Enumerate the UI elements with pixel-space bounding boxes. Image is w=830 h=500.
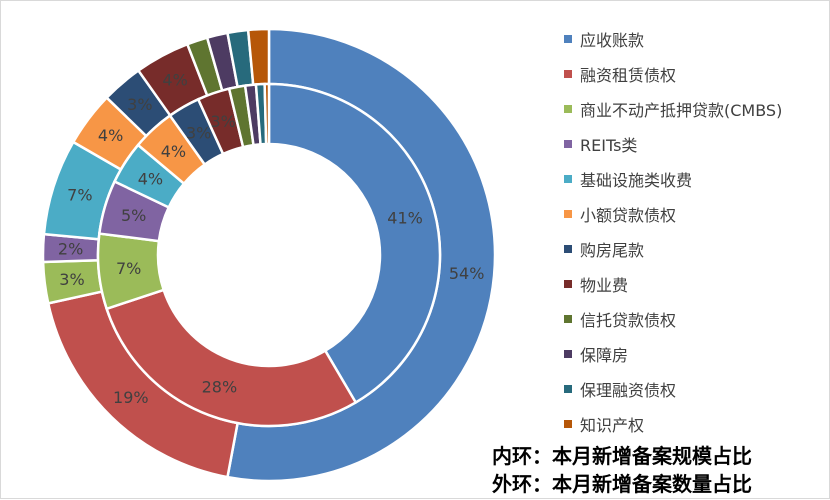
legend-item: 基础设施类收费 [564,161,782,196]
legend: 应收账款 融资租赁债权 商业不动产抵押贷款(CMBS) REITs类 基础设施类… [564,21,782,441]
legend-label: 保障房 [580,345,629,365]
outer-ring-data-label: 7% [67,185,92,204]
legend-item: 小额贷款债权 [564,196,782,231]
ring-notes: 内环：本月新增备案规模占比 外环：本月新增备案数量占比 [492,442,752,498]
inner-ring-data-label: 7% [116,259,141,278]
legend-label: 信托贷款债权 [580,310,677,330]
legend-label: 融资租赁债权 [580,65,677,85]
outer-ring-data-label: 54% [449,264,485,283]
outer-ring-data-label: 19% [113,388,149,407]
legend-label: 购房尾款 [580,240,645,260]
inner-ring-data-label: 4% [138,169,163,188]
legend-swatch [564,69,572,78]
inner-ring-data-label: 4% [161,142,186,161]
legend-swatch [564,104,572,113]
outer-ring-data-label: 4% [98,126,123,145]
legend-item: 购房尾款 [564,231,782,266]
legend-label: 物业费 [580,275,629,295]
legend-swatch [564,384,572,393]
outer-ring-data-label: 4% [162,71,187,90]
legend-item: 知识产权 [564,406,782,441]
legend-item: 保障房 [564,336,782,371]
legend-swatch [564,279,572,288]
legend-swatch [564,419,572,428]
inner-ring-data-label: 28% [202,377,238,396]
legend-swatch [564,34,572,43]
legend-label: 商业不动产抵押贷款(CMBS) [580,100,783,120]
outer-ring-data-label: 2% [58,239,83,258]
legend-swatch [564,139,572,148]
legend-swatch [564,314,572,323]
inner-ring-segment [263,82,271,146]
legend-item: 物业费 [564,266,782,301]
legend-item: 应收账款 [564,21,782,56]
legend-label: 知识产权 [580,415,645,435]
legend-swatch [564,174,572,183]
legend-swatch [564,244,572,253]
donut-chart: 54%19%3%2%7%4%3%4%41%28%7%5%4%4%3%3% [41,27,497,483]
legend-item: 保理融资债权 [564,371,782,406]
outer-ring-data-label: 3% [127,95,152,114]
legend-item: 商业不动产抵押贷款(CMBS) [564,91,782,126]
outer-ring-segment [246,27,271,87]
legend-label: 小额贷款债权 [580,205,677,225]
legend-item: 信托贷款债权 [564,301,782,336]
inner-ring-segment [267,82,442,405]
inner-ring-data-label: 41% [387,208,423,227]
legend-item: 融资租赁债权 [564,56,782,91]
legend-label: 应收账款 [580,30,645,50]
inner-ring-data-label: 3% [210,112,235,131]
inner-ring-note: 内环：本月新增备案规模占比 [492,444,752,468]
legend-label: 基础设施类收费 [580,170,693,190]
outer-ring-data-label: 3% [59,270,84,289]
outer-ring-note: 外环：本月新增备案数量占比 [492,472,752,496]
inner-ring-data-label: 3% [186,123,211,142]
inner-ring-data-label: 5% [121,206,146,225]
legend-item: REITs类 [564,126,782,161]
legend-swatch [564,349,572,358]
legend-label: REITs类 [580,135,638,155]
legend-swatch [564,209,572,218]
legend-label: 保理融资债权 [580,380,677,400]
inner-ring-segment [105,288,358,428]
